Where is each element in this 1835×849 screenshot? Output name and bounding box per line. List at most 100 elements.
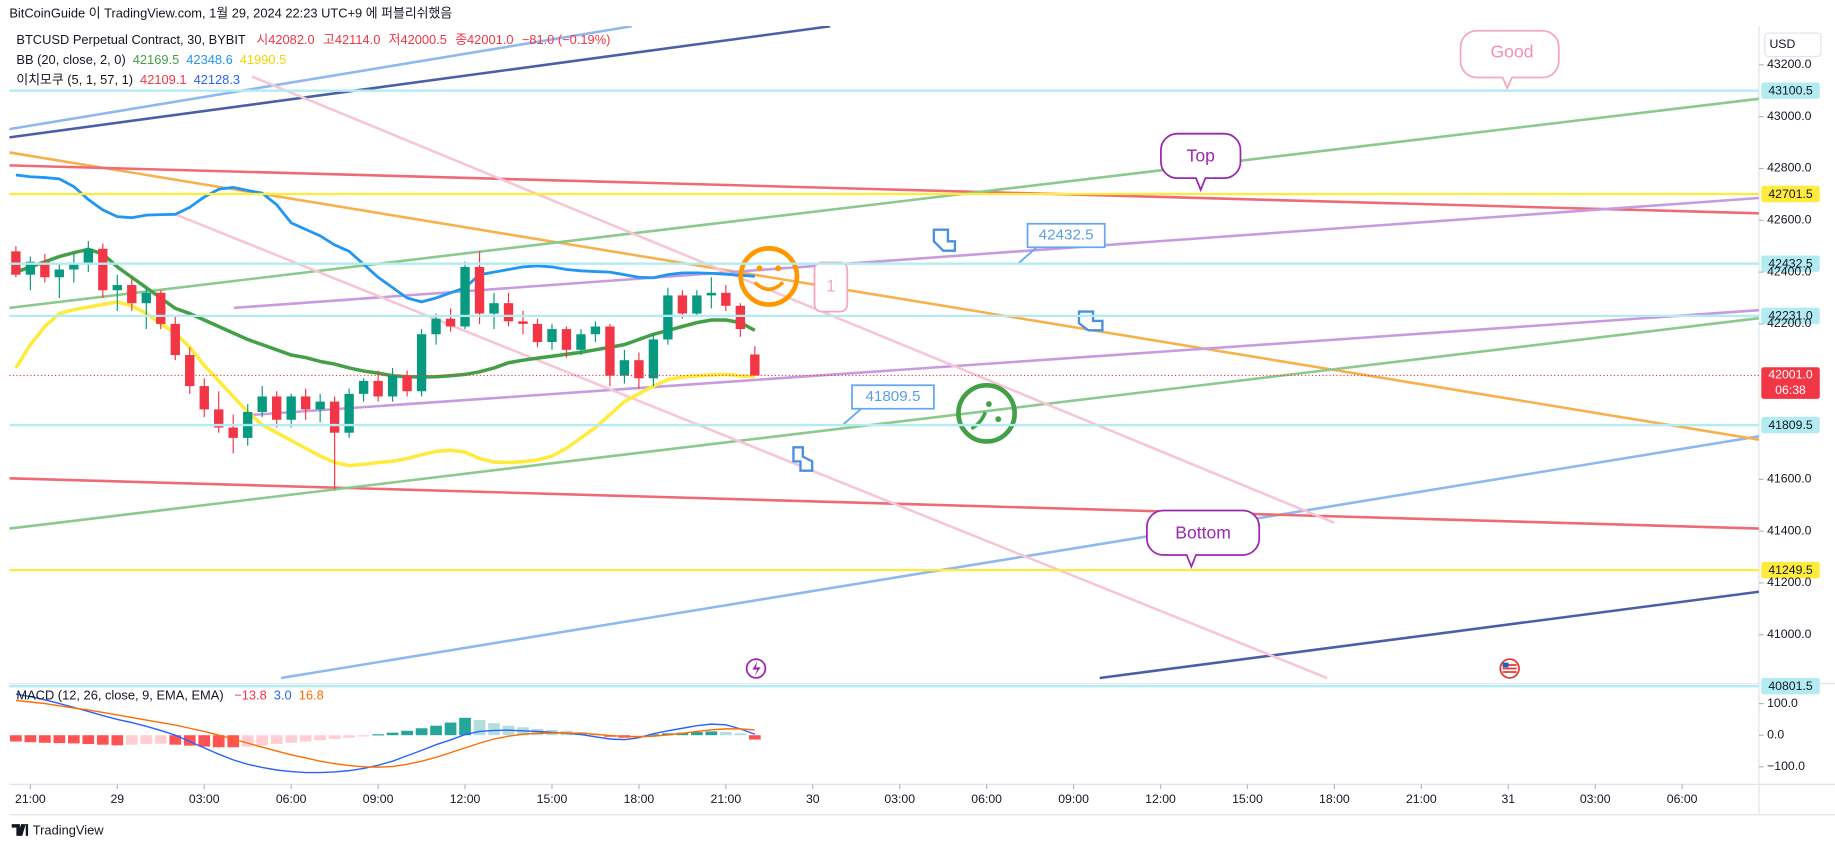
- macd-histogram-bar: [647, 734, 660, 736]
- trend-line: [9, 26, 632, 131]
- macd-readout: 16.8: [299, 688, 324, 703]
- candle-body: [431, 318, 441, 335]
- level-label: 42701.5: [1768, 187, 1813, 201]
- x-tick-label: 03:00: [884, 792, 915, 806]
- macd-histogram-bar: [415, 728, 428, 736]
- candle-body: [576, 334, 586, 350]
- last-price-countdown: 06:38: [1775, 383, 1806, 397]
- indicator-readout: 42128.3: [194, 72, 240, 87]
- candle-body: [663, 295, 673, 340]
- ohlc-low: 저42000.5: [389, 33, 447, 48]
- macd-histogram-bar: [314, 735, 327, 741]
- macd-histogram-bar: [343, 735, 355, 738]
- event-icon[interactable]: [745, 658, 767, 679]
- trend-line: [9, 477, 1759, 530]
- macd-histogram-bar: [53, 735, 66, 744]
- symbol: BTCUSD Perpetual Contract, 30, BYBIT: [16, 33, 246, 48]
- macd-histogram-bar: [430, 725, 442, 736]
- candle-body: [547, 329, 557, 343]
- macd-histogram-bar: [183, 735, 196, 746]
- y-tick-label: 42400.0: [1767, 264, 1812, 278]
- candle-body: [460, 266, 470, 327]
- band-line: [14, 300, 755, 468]
- note-box[interactable]: [813, 261, 849, 313]
- candle-body: [98, 248, 108, 291]
- candle-body: [503, 303, 514, 322]
- x-tick-label: 18:00: [624, 792, 655, 806]
- y-tick-label: 42600.0: [1767, 213, 1812, 227]
- indicator-name: 이치모쿠 (5, 1, 57, 1): [16, 72, 133, 87]
- candle-body: [358, 380, 369, 394]
- candle-body: [344, 393, 354, 433]
- price-note[interactable]: [842, 384, 935, 426]
- y-tick-label: 42800.0: [1767, 161, 1812, 175]
- macd-histogram-bar: [357, 735, 370, 737]
- candle-body: [677, 295, 688, 314]
- flag-icon[interactable]: [1499, 658, 1520, 679]
- ohlc-high: 고42114.0: [323, 33, 380, 48]
- trend-line: [9, 151, 1759, 441]
- candle-body: [257, 396, 267, 412]
- macd-histogram-bar: [488, 723, 500, 736]
- level-label: 40801.5: [1768, 679, 1813, 693]
- callout-top[interactable]: [1160, 132, 1242, 193]
- trend-line: [251, 75, 1335, 525]
- band-line: [15, 173, 755, 304]
- macd-histogram-bar: [328, 735, 341, 740]
- annotation-text: 1: [826, 277, 835, 295]
- main-pane: USD: [9, 26, 1835, 816]
- band-line: [15, 247, 756, 379]
- macd-histogram-bar: [82, 735, 95, 745]
- candle-body: [518, 321, 528, 324]
- indicator-readout: 42169.5: [133, 53, 179, 68]
- candle-body: [489, 303, 499, 314]
- drawings: [9, 26, 1759, 680]
- y-tick-label: 41000.0: [1767, 627, 1812, 641]
- annotation-text: Top: [1187, 146, 1216, 166]
- macd-histogram-bar: [241, 735, 254, 747]
- level-label-bg: [1761, 185, 1820, 203]
- x-tick-label: 18:00: [1319, 792, 1350, 806]
- x-tick-label: 12:00: [450, 792, 481, 806]
- macd-line: [15, 693, 756, 774]
- macd-histogram-bar: [270, 735, 283, 745]
- x-tick-label: 06:00: [971, 792, 1002, 806]
- level-label-bg: [1761, 307, 1820, 325]
- macd-histogram-bar: [140, 735, 153, 745]
- macd-histogram-bar: [444, 722, 457, 736]
- callout-bottom[interactable]: [1145, 509, 1261, 570]
- signal-line: [15, 699, 755, 768]
- y-tick-label: 41600.0: [1767, 472, 1812, 486]
- confused-icon[interactable]: [956, 382, 1017, 444]
- x-tick-label: 15:00: [537, 792, 568, 806]
- x-tick-label: 03:00: [189, 792, 220, 806]
- level-label-bg: [1761, 416, 1820, 434]
- x-tick-label: 21:00: [15, 792, 46, 806]
- macd-histogram-bar: [386, 732, 399, 736]
- ohlc-close: 종42001.0: [455, 33, 513, 48]
- x-tick-label: 15:00: [1232, 792, 1263, 806]
- annotations: Good Top Bottom 42432.5 41809.5 1: [738, 29, 1560, 679]
- macd-y-tick-label: 100.0: [1767, 696, 1798, 710]
- candle-body: [25, 261, 36, 275]
- level-label: 42432.5: [1768, 257, 1813, 271]
- candle-body: [40, 261, 50, 278]
- candle-body: [387, 375, 398, 397]
- x-tick-label: 09:00: [363, 792, 394, 806]
- annotation-text: Bottom: [1175, 523, 1231, 543]
- macd-histogram-bar: [67, 735, 80, 744]
- legend-symbol: BTCUSD Perpetual Contract, 30, BYBIT 시42…: [16, 33, 610, 48]
- last-price-label: 42001.0: [1768, 368, 1813, 382]
- callout-good[interactable]: [1459, 29, 1560, 91]
- price-note[interactable]: [1017, 222, 1106, 265]
- currency-box[interactable]: [1764, 32, 1822, 58]
- macd-histogram-bar: [169, 735, 182, 745]
- smiley-icon[interactable]: [738, 246, 800, 307]
- candle-body: [692, 295, 702, 314]
- ohlc-open: 시42082.0: [256, 33, 314, 48]
- annotation-text: 41809.5: [865, 388, 920, 405]
- ohlc-change: −81.0 (−0.19%): [522, 33, 611, 48]
- annotation-text: Good: [1491, 42, 1534, 62]
- macd-y-tick-label: 0.0: [1767, 727, 1784, 741]
